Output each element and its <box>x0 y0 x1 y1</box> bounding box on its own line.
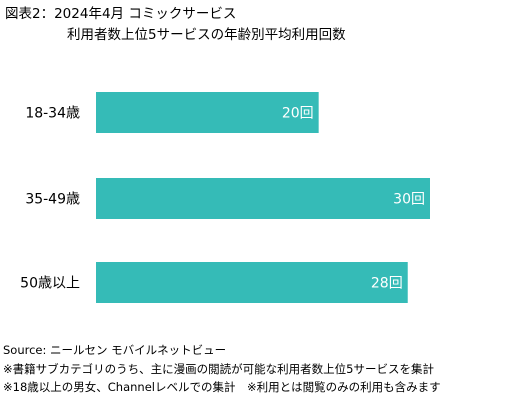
data-label-1: 20回 <box>282 106 314 122</box>
bar-1 <box>96 92 319 133</box>
chart-title-line2: 利用者数上位5サービスの年齢別平均利用回数 <box>67 27 346 43</box>
source-note: Source: ニールセン モバイルネットビュー <box>3 343 227 357</box>
footnote-2: ※18歳以上の男女、Channelレベルでの集計 ※利用とは閲覧のみの利用も含み… <box>3 380 441 394</box>
chart-title: 図表2：2024年4月 コミックサービス 利用者数上位5サービスの年齢別平均利用… <box>5 4 346 46</box>
category-label-1: 18-34歳 <box>25 106 80 122</box>
chart-notes: Source: ニールセン モバイルネットビュー ※書籍サブカテゴリのうち、主に… <box>3 341 441 397</box>
category-label-2: 35-49歳 <box>25 192 80 208</box>
bar-chart: 18-34歳 20回 35-49歳 30回 50歳以上 28回 <box>20 92 430 303</box>
category-label-3: 50歳以上 <box>20 276 80 292</box>
bar-3 <box>96 262 408 303</box>
footnote-1: ※書籍サブカテゴリのうち、主に漫画の閲読が可能な利用者数上位5サービスを集計 <box>3 361 434 376</box>
data-label-3: 28回 <box>371 276 403 292</box>
chart-title-line1: 図表2：2024年4月 コミックサービス <box>5 6 237 22</box>
data-label-2: 30回 <box>393 192 425 208</box>
bar-2 <box>96 178 430 219</box>
